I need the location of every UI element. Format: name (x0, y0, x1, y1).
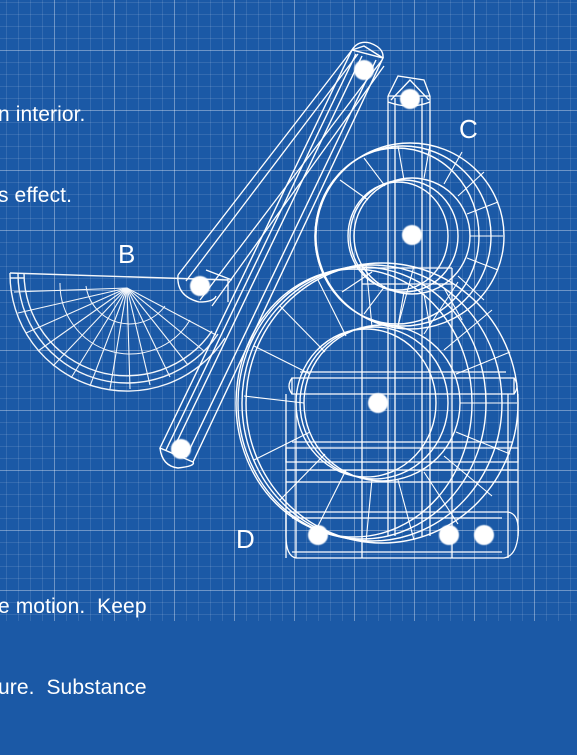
caption-bottom-line-2: ure. Substance (0, 676, 147, 699)
gear-c (314, 142, 505, 330)
pin-base-right (474, 525, 494, 545)
pin-c-center (402, 225, 422, 245)
caption-top: n interior. s effect. (0, 47, 85, 263)
label-d: D (236, 524, 255, 554)
blueprint-canvas: n interior. s effect. e motion. Keep ure… (0, 0, 577, 699)
fan-spokes (13, 287, 217, 390)
upper-arm (177, 49, 385, 307)
caption-bottom-line-1: e motion. Keep (0, 595, 147, 618)
caption-top-line-2: s effect. (0, 184, 73, 207)
pin-bar-bottom (171, 439, 191, 459)
gear-c-teeth (339, 144, 503, 328)
pin-top-rod (400, 89, 420, 109)
pin-base-mid (439, 525, 459, 545)
pivot-pins (171, 60, 494, 545)
label-b: B (118, 239, 136, 269)
gear-d (235, 262, 519, 544)
label-c: C (459, 114, 478, 144)
base-housing (285, 267, 519, 559)
fan-segment-b (9, 272, 229, 392)
pin-base-left (308, 525, 328, 545)
pin-b-arm (190, 276, 210, 296)
mechanism-wireframe (9, 41, 519, 559)
gear-d-teeth (243, 263, 517, 543)
pin-d-center (368, 393, 388, 413)
caption-top-line-1: n interior. (0, 103, 86, 126)
pin-top-long-bar (354, 60, 374, 80)
